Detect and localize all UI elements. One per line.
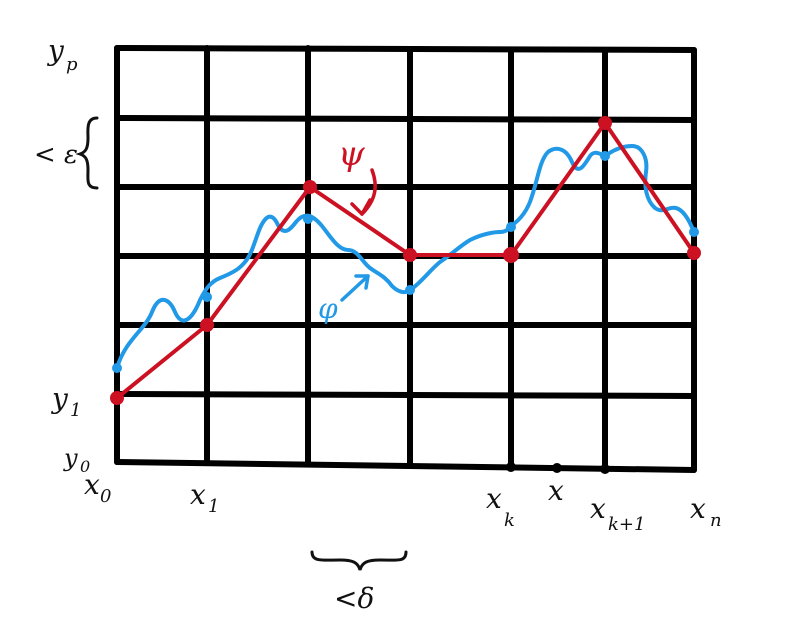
phi-arrow [340,274,370,302]
psi-arrow-head [350,198,372,216]
psi-vertex-4 [403,248,417,262]
axis-point-xk1 [600,464,610,474]
y-p-main: y [46,34,65,67]
grid-horizontal-y1 [114,391,697,399]
x-main: x [548,474,564,507]
phi-label: φ [318,292,338,325]
axis-point-xk [506,462,516,472]
y-0-sub: 0 [80,457,90,476]
x-label-n: x n [690,492,722,531]
x-label-k: x k [486,482,515,531]
x-label-x: x [548,474,564,507]
x-0-sub: 0 [100,486,111,507]
epsilon-label: < ε [34,140,78,170]
y-0-main: y [63,444,78,472]
phi-curve [112,144,699,373]
grid-horizontal-yp [114,45,697,53]
psi-vertex-xk [503,247,519,263]
psi-vertex-x1 [200,318,214,332]
delta-label: <δ [334,582,374,615]
delta-brace [310,550,408,571]
psi-vertex-3 [303,180,317,194]
y-1-sub: 1 [70,400,81,421]
y-label-p: y p [46,34,78,75]
x-1-sub: 1 [208,496,219,517]
x-1-main: x [190,478,206,511]
x-label-1: x 1 [190,478,219,517]
y-label-1: y 1 [50,382,81,421]
phi-point-x1 [202,292,212,302]
x-k1-main: x [590,492,606,525]
epsilon-brace [75,116,99,190]
x-k-sub: k [504,510,515,531]
phi-point-x0 [112,363,122,373]
x-label-0: x 0 [84,468,111,507]
x-0-main: x [84,468,100,501]
psi-vertex-x0 [110,391,124,405]
y-label-0: y 0 [63,444,90,476]
y-1-main: y [50,382,69,415]
psi-vertex-xk1 [598,116,612,130]
phi-line [115,144,696,370]
x-label-k1: x k+1 [590,492,645,535]
psi-polyline [110,116,701,405]
phi-point-xn [689,227,699,237]
phi-point-xk1 [600,151,610,161]
axis-point-x [552,463,562,473]
x-n-main: x [690,492,706,525]
x-n-sub: n [710,510,722,531]
phi-arrow-head [354,274,370,290]
phi-point-4 [405,285,415,295]
grid-horizontal-y0 [114,459,697,473]
x-k-main: x [486,482,502,515]
grid-horizontal-2 [114,115,697,123]
y-p-sub: p [66,54,78,75]
phi-point-xk [506,222,516,232]
x-k1-sub: k+1 [608,514,645,535]
phi-point-3 [303,214,313,224]
psi-vertex-xn [687,246,701,260]
psi-label: ψ [338,134,365,174]
